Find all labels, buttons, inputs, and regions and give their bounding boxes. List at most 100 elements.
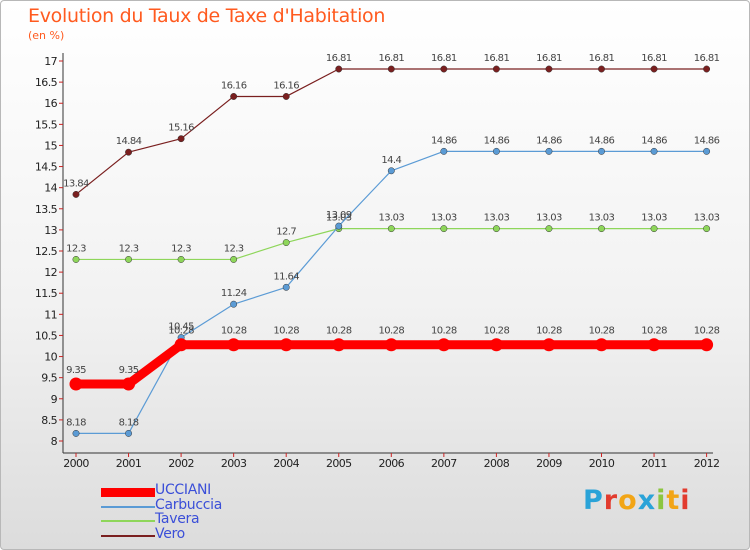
logo-letter: P	[583, 485, 604, 516]
x-tick-label: 2010	[589, 457, 615, 470]
data-point-vero	[282, 93, 290, 100]
data-point-vero	[703, 65, 711, 73]
data-label-tavera: 12.3	[171, 243, 191, 254]
y-tick-label: 11.5	[35, 287, 58, 300]
data-point-tavera	[282, 239, 290, 247]
x-tick-label: 2004	[273, 457, 299, 470]
data-point-carbuccia	[335, 222, 343, 230]
data-point-ucciani	[647, 338, 661, 352]
data-label-vero: 14.84	[116, 136, 142, 147]
data-label-tavera: 13.03	[641, 213, 667, 224]
data-label-carbuccia: 14.86	[589, 135, 615, 146]
data-point-tavera	[230, 255, 238, 263]
data-point-ucciani	[279, 338, 293, 352]
data-label-tavera: 13.03	[326, 213, 352, 224]
legend-label: UCCIANI	[155, 482, 212, 498]
data-point-tavera	[545, 225, 553, 233]
data-label-carbuccia: 14.86	[694, 135, 720, 146]
y-tick-label: 10.5	[35, 329, 58, 342]
data-point-tavera	[440, 225, 448, 233]
data-point-vero	[230, 93, 238, 100]
data-label-ucciani: 10.28	[694, 326, 720, 337]
data-label-tavera: 13.03	[536, 213, 562, 224]
data-point-vero	[125, 148, 133, 156]
data-point-ucciani	[122, 377, 136, 391]
data-point-carbuccia	[650, 147, 658, 155]
x-tick-label: 2001	[116, 457, 142, 470]
data-point-vero	[545, 65, 553, 73]
data-label-vero: 16.81	[694, 53, 720, 64]
data-label-carbuccia: 11.24	[221, 288, 247, 299]
y-tick-label: 12.5	[35, 245, 58, 258]
data-label-carbuccia: 10.45	[168, 322, 194, 333]
logo-letter: i	[656, 485, 667, 516]
data-label-ucciani: 9.35	[66, 365, 86, 376]
data-label-tavera: 13.03	[378, 213, 404, 224]
data-point-tavera	[703, 225, 711, 233]
data-label-vero: 16.16	[221, 80, 247, 91]
data-point-carbuccia	[703, 147, 711, 155]
data-point-carbuccia	[440, 147, 448, 155]
data-point-ucciani	[174, 338, 188, 352]
y-tick-label: 16	[44, 97, 57, 110]
y-tick-label: 10	[44, 351, 57, 364]
data-label-ucciani: 10.28	[168, 326, 194, 337]
data-label-carbuccia: 14.86	[484, 135, 510, 146]
data-point-vero	[177, 135, 185, 143]
data-point-tavera	[492, 225, 500, 233]
data-label-ucciani: 10.28	[484, 326, 510, 337]
data-label-carbuccia: 8.18	[119, 417, 139, 428]
data-point-carbuccia	[230, 300, 238, 308]
data-label-carbuccia: 14.86	[536, 135, 562, 146]
y-tick-label: 17	[44, 55, 57, 68]
x-tick-label: 2005	[326, 457, 352, 470]
data-point-vero	[598, 65, 605, 73]
x-tick-label: 2008	[484, 457, 510, 470]
y-tick-label: 13	[44, 224, 57, 237]
y-tick-label: 12	[44, 266, 57, 279]
x-tick-label: 2002	[168, 457, 194, 470]
data-label-carbuccia: 13.09	[326, 210, 352, 221]
data-point-ucciani	[227, 338, 241, 352]
data-label-vero: 16.16	[273, 80, 299, 91]
data-label-ucciani: 10.28	[326, 326, 352, 337]
data-point-carbuccia	[598, 147, 605, 155]
x-tick-label: 2009	[536, 457, 562, 470]
y-tick-label: 15	[44, 139, 57, 152]
data-point-vero	[492, 65, 500, 73]
data-point-vero	[440, 65, 448, 73]
data-label-vero: 15.16	[168, 123, 194, 134]
data-label-tavera: 12.3	[66, 243, 86, 254]
data-point-tavera	[598, 225, 605, 233]
data-point-vero	[650, 65, 658, 73]
data-label-carbuccia: 14.86	[431, 135, 457, 146]
proxiti-logo: Proxiti	[583, 485, 691, 516]
data-label-vero: 16.81	[431, 53, 457, 64]
data-point-vero	[387, 65, 395, 73]
legend-label: Vero	[155, 525, 185, 542]
data-label-ucciani: 9.35	[119, 365, 139, 376]
data-point-ucciani	[595, 338, 608, 352]
legend-swatch	[101, 534, 155, 537]
logo-letter: r	[603, 485, 619, 516]
data-label-carbuccia: 8.18	[66, 417, 86, 428]
logo-letter: i	[680, 485, 691, 516]
data-label-ucciani: 10.28	[273, 326, 299, 337]
data-label-vero: 16.81	[589, 53, 615, 64]
chart-subtitle: (en %)	[28, 29, 65, 42]
x-tick-label: 2003	[221, 457, 247, 470]
data-label-ucciani: 10.28	[589, 326, 615, 337]
data-point-ucciani	[69, 377, 83, 391]
data-label-carbuccia: 11.64	[273, 271, 299, 282]
data-point-carbuccia	[72, 429, 80, 437]
data-point-tavera	[650, 225, 658, 233]
y-tick-label: 14.5	[35, 161, 58, 174]
y-tick-label: 16.5	[35, 76, 58, 89]
data-label-tavera: 13.03	[431, 213, 457, 224]
legend-swatch	[101, 505, 155, 508]
data-label-tavera: 12.7	[276, 227, 296, 238]
data-label-tavera: 13.03	[484, 213, 510, 224]
data-point-ucciani	[700, 338, 714, 352]
data-point-ucciani	[437, 338, 451, 352]
